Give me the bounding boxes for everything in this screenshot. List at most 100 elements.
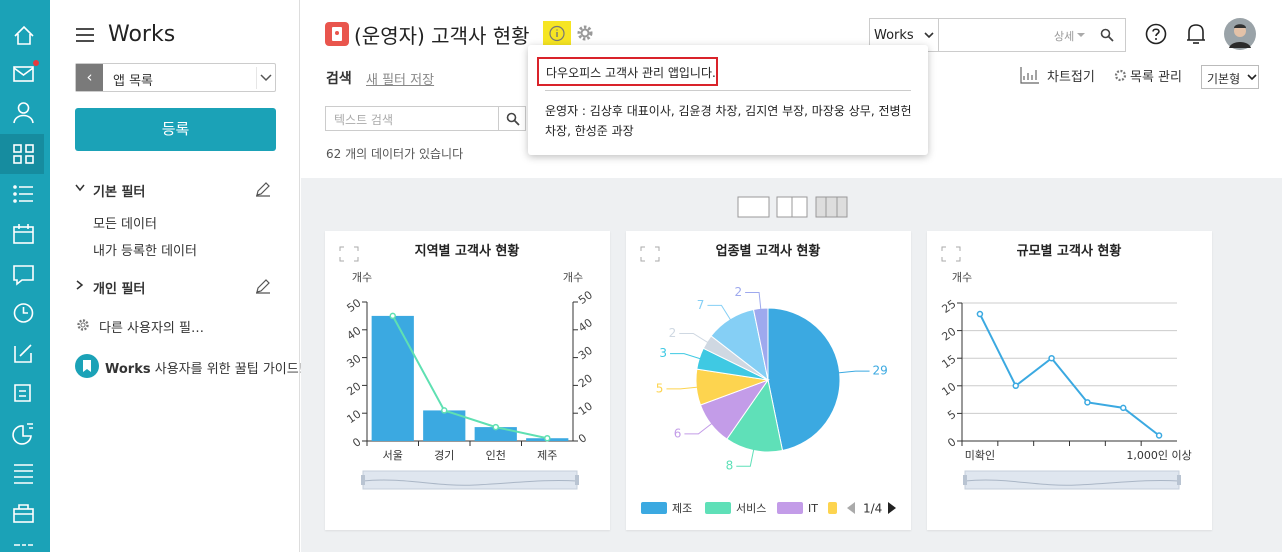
edit-icon[interactable] <box>255 278 271 294</box>
line-point <box>492 423 499 431</box>
leader-line <box>707 304 733 323</box>
text-search-input[interactable]: 텍스트 검색 <box>325 106 526 131</box>
y-axis-label: 개수 <box>352 271 372 284</box>
expand-icon[interactable] <box>339 246 359 262</box>
page-title: (운영자) 고객사 현황 <box>354 24 530 48</box>
chart-icon <box>1020 67 1039 84</box>
search-placeholder: 텍스트 검색 <box>334 113 394 127</box>
settings-icon[interactable] <box>576 24 594 42</box>
chart-card: 업종별 고객사 현황 29 8 6 5 3 2 7 2 제조 서비스 IT 1/4 <box>626 231 911 530</box>
icon-rail <box>0 0 50 552</box>
data-label: 2 <box>669 326 677 340</box>
guide-link[interactable]: Works 사용자를 위한 꿀팁 가이드! <box>105 358 304 377</box>
navigator-handle <box>575 475 579 485</box>
avatar[interactable] <box>1224 18 1256 50</box>
data-label: 5 <box>656 381 664 395</box>
y-tick-label: 20 <box>940 325 959 344</box>
data-label: 8 <box>726 459 734 473</box>
leader-line <box>745 291 762 313</box>
legend-swatch <box>777 502 803 514</box>
sidebar-title: Works <box>108 22 176 47</box>
navigator-trend <box>362 479 578 486</box>
y-tick-label: 40 <box>345 324 364 343</box>
guide-icon <box>75 354 99 378</box>
legend-label: IT <box>808 502 818 515</box>
legend-next[interactable] <box>888 502 896 514</box>
legend-label: 서비스 <box>736 502 766 515</box>
notification-icon[interactable] <box>1185 22 1207 46</box>
x-tick-label: 제주 <box>537 449 557 462</box>
navigator-trend <box>964 479 1180 486</box>
view-type: 기본형 <box>1207 72 1241 86</box>
divider <box>498 107 499 130</box>
line-point <box>1084 399 1091 406</box>
personal-filter[interactable]: 개인 필터 <box>93 282 146 297</box>
chart-title: 지역별 고객사 현황 <box>415 243 520 259</box>
other-users-filter[interactable]: 다른 사용자의 필… <box>99 321 204 336</box>
y-tick-label: 20 <box>345 380 364 399</box>
expand-icon[interactable] <box>941 246 961 262</box>
unread-dot <box>33 60 39 66</box>
basic-filter[interactable]: 기본 필터 <box>93 185 146 200</box>
layout-toggle[interactable] <box>737 196 849 218</box>
leader-line <box>670 353 704 361</box>
line-point <box>1120 404 1127 412</box>
guide-brand: Works <box>105 362 151 377</box>
info-button[interactable] <box>543 21 571 46</box>
save-filter-link[interactable]: 새 필터 저장 <box>366 73 435 88</box>
chevron <box>256 67 272 89</box>
search-label: 검색 <box>326 71 352 87</box>
gear-icon <box>1114 69 1127 82</box>
legend-prev[interactable] <box>847 502 855 514</box>
register-button[interactable]: 등록 <box>75 108 276 151</box>
y-tick-label: 30 <box>345 352 364 371</box>
y-tick-label: 10 <box>940 380 959 399</box>
expand-icon[interactable] <box>640 246 660 262</box>
chart-card: 지역별 고객사 현황 개수 개수 0 10 20 30 40 50 0 10 20 30 40 50 서… <box>325 231 610 530</box>
help-icon[interactable] <box>1145 23 1167 45</box>
divider <box>938 19 939 51</box>
y2-tick-label: 10 <box>576 399 595 418</box>
search-scope[interactable]: Works <box>874 28 914 43</box>
line-point <box>1012 382 1019 390</box>
y2-axis-label: 개수 <box>563 271 583 284</box>
line-point <box>544 434 551 442</box>
filter-item[interactable]: 모든 데이터 <box>93 217 157 232</box>
record-count: 62 개의 데이터가 있습니다 <box>326 147 464 161</box>
caret <box>75 184 85 192</box>
active-item <box>0 134 44 174</box>
leader-line <box>736 446 755 467</box>
line <box>391 315 548 440</box>
edit-icon[interactable] <box>255 181 271 197</box>
y-tick-label: 0 <box>350 435 363 450</box>
leader-line <box>684 421 715 435</box>
bar <box>474 427 517 441</box>
fold-chart-button[interactable]: 차트접기 <box>1047 70 1095 85</box>
x-tick-label: 미확인 <box>965 449 995 462</box>
list-manage-button[interactable]: 목록 관리 <box>1130 70 1182 85</box>
rail-icons[interactable] <box>12 25 34 546</box>
app-select[interactable]: ‹ 앱 목록 <box>75 63 276 92</box>
x-tick-label: 인천 <box>486 448 506 462</box>
menu-icon[interactable] <box>75 27 95 43</box>
navigator-handle <box>1177 475 1181 485</box>
search-icon[interactable] <box>1100 28 1114 42</box>
chart-title: 업종별 고객사 현황 <box>716 243 821 259</box>
search-icon[interactable] <box>506 112 520 126</box>
filter-item[interactable]: 내가 등록한 데이터 <box>93 244 197 259</box>
navigator-handle <box>361 475 365 485</box>
y-tick-label: 0 <box>945 435 958 450</box>
detail-search[interactable]: 상세 <box>1054 30 1075 43</box>
view-type-select[interactable]: 기본형 <box>1201 65 1259 89</box>
y-tick-label: 25 <box>940 297 959 316</box>
app-description: 다우오피스 고객사 관리 앱입니다. <box>537 57 718 86</box>
chevron <box>1077 33 1085 37</box>
chart: 규모별 고객사 현황 개수 0 5 10 15 20 25 미확인 1,000인 이상 <box>940 243 1192 490</box>
sidebar: Works ‹ 앱 목록 등록 기본 필터 모든 데이터 내가 등록한 데이터 … <box>50 0 304 552</box>
chart-card: 규모별 고객사 현황 개수 0 5 10 15 20 25 미확인 1,000인 이상 <box>927 231 1212 530</box>
y-tick-label: 50 <box>345 296 364 315</box>
y-tick-label: 15 <box>940 352 959 371</box>
y2-tick-label: 20 <box>576 372 595 391</box>
back-button[interactable]: ‹ <box>76 64 103 91</box>
